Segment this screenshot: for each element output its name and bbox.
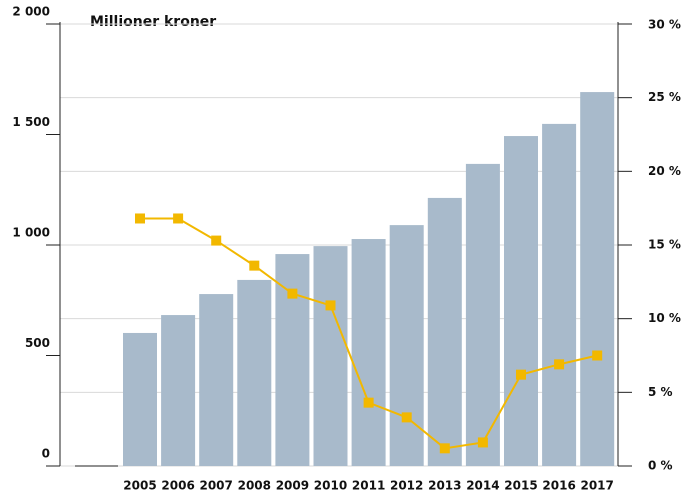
marker (516, 369, 526, 380)
y-tick-label: 1 500 (12, 115, 50, 129)
y2-tick-label: 10 % (648, 311, 681, 325)
x-tick-label: 2017 (580, 479, 613, 491)
bar (199, 294, 234, 466)
x-tick-label: 2005 (123, 479, 156, 491)
x-tick-label: 2007 (199, 479, 232, 491)
y2-tick-label: 5 % (648, 385, 673, 399)
y-tick-label: 500 (25, 336, 50, 350)
chart-title: Millioner kroner (90, 14, 216, 30)
bar (580, 92, 615, 467)
marker (363, 397, 374, 408)
marker (477, 437, 488, 448)
x-tick-label: 2010 (314, 479, 347, 491)
bar (504, 136, 538, 466)
marker (211, 235, 222, 246)
x-tick-label: 2013 (428, 479, 461, 491)
marker (439, 443, 450, 454)
y2-tick-label: 15 % (648, 238, 681, 252)
bar (237, 279, 272, 466)
y2-tick-label: 20 % (648, 164, 681, 178)
x-tick-label: 2006 (161, 479, 194, 491)
x-tick-label: 2009 (276, 479, 309, 491)
marker (249, 260, 260, 271)
marker (325, 300, 336, 311)
x-tick-label: 2011 (352, 479, 385, 491)
marker (135, 213, 145, 224)
bar (351, 239, 386, 466)
bar (313, 246, 348, 466)
y-tick-label: 1 000 (12, 226, 50, 240)
x-tick-label: 2014 (466, 479, 499, 491)
bar (389, 225, 424, 466)
bar (542, 123, 577, 466)
marker (401, 412, 412, 423)
bar (161, 315, 196, 466)
x-tick-label: 2016 (542, 479, 575, 491)
marker (287, 288, 298, 299)
x-tick-label: 2012 (390, 479, 423, 491)
marker (592, 350, 603, 361)
y2-tick-label: 25 % (648, 90, 681, 104)
y-tick-label: 0 (42, 447, 50, 461)
y-tick-label: 2 000 (12, 5, 50, 19)
bar (465, 163, 500, 466)
bar (427, 197, 462, 466)
y2-tick-label: 30 % (648, 18, 681, 32)
marker (554, 359, 565, 370)
y2-tick-label: 0 % (648, 459, 673, 473)
marker (173, 213, 184, 224)
x-tick-label: 2015 (504, 479, 537, 491)
x-tick-label: 2008 (238, 479, 271, 491)
bar (123, 332, 157, 466)
